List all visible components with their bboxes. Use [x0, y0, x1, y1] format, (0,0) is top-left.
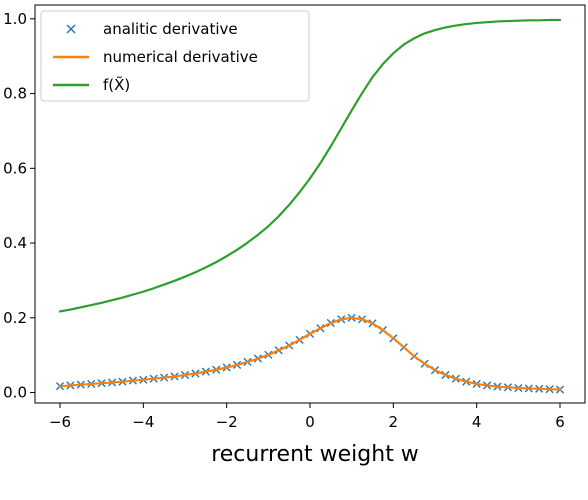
x-tick-label: −6 — [49, 413, 71, 431]
legend-label: numerical derivative — [103, 48, 258, 66]
y-tick-label: 0.6 — [3, 159, 27, 177]
y-tick-label: 0.8 — [3, 85, 27, 103]
y-tick-label: 0.0 — [3, 384, 27, 402]
x-axis: −6 −4 −2 0 2 4 6 — [49, 403, 565, 431]
y-tick-label: 0.2 — [3, 309, 27, 327]
y-tick-label: 0.4 — [3, 234, 27, 252]
legend-item: f(X̃) — [53, 75, 130, 94]
series-1 — [58, 316, 562, 391]
x-tick-label: 6 — [555, 413, 565, 431]
x-tick-label: −4 — [132, 413, 154, 431]
y-axis: 0.0 0.2 0.4 0.6 0.8 1.0 — [3, 10, 35, 402]
clipped-caption-strip — [0, 486, 588, 500]
legend-label: analitic derivative — [103, 20, 238, 38]
x-tick-label: 0 — [305, 413, 315, 431]
legend-box — [40, 10, 310, 102]
x-tick-label: 2 — [389, 413, 399, 431]
legend: analitic derivative numerical derivative f… — [40, 10, 310, 102]
series-line — [58, 18, 562, 313]
series-line — [58, 316, 562, 391]
y-tick-label: 1.0 — [3, 10, 27, 28]
x-axis-title: recurrent weight w — [211, 442, 419, 467]
plot-marks — [55, 18, 565, 394]
legend-item: numerical derivative — [53, 48, 258, 66]
legend-item: analitic derivative — [66, 20, 238, 38]
series-2 — [58, 18, 562, 313]
legend-label: f(X̃) — [103, 75, 130, 94]
x-tick-label: −2 — [216, 413, 238, 431]
x-tick-label: 4 — [472, 413, 482, 431]
legend-swatch — [66, 24, 76, 34]
